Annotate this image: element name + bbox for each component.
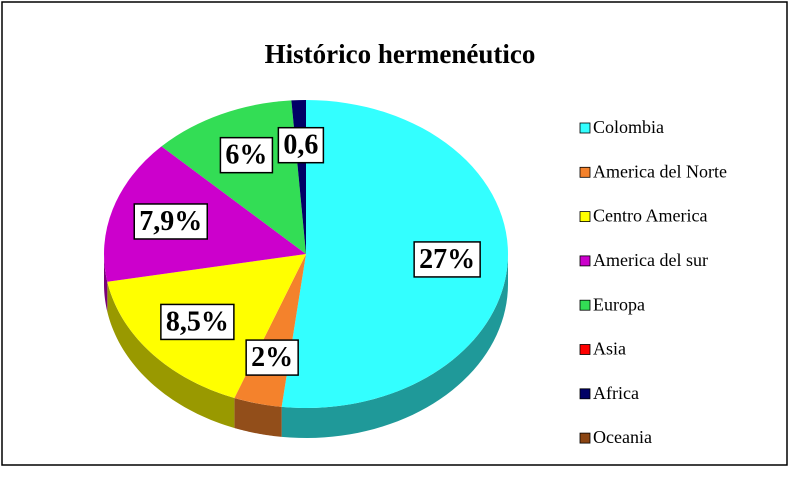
data-label-text: 6% <box>225 140 267 171</box>
data-label-text: 8,5% <box>166 306 229 337</box>
data-label-box <box>133 203 209 240</box>
legend-swatch <box>579 211 591 223</box>
data-label: 7,9% <box>133 203 209 240</box>
data-label: 6% <box>219 136 274 174</box>
legend-swatch <box>579 122 591 134</box>
data-label-text: 0,6 <box>283 130 318 161</box>
data-label: 0,6 <box>277 126 325 164</box>
legend-label: Europa <box>593 294 645 314</box>
legend-label: Colombia <box>593 117 664 137</box>
legend-label: America del sur <box>593 250 708 270</box>
data-label-text: 7,9% <box>139 206 202 237</box>
data-label-text: 27% <box>419 244 475 275</box>
slice-side <box>107 281 235 428</box>
data-label-box <box>245 339 299 376</box>
pie-slice <box>281 100 508 408</box>
slice-side <box>234 397 282 437</box>
legend-label: Oceania <box>593 427 652 447</box>
data-label-box <box>160 303 235 341</box>
legend-swatch <box>579 255 591 267</box>
chart-title: Histórico hermenéutico <box>265 39 536 69</box>
data-label-box <box>413 241 481 278</box>
legend-label: America del Norte <box>593 161 727 181</box>
legend-swatch <box>579 388 591 400</box>
slice-side <box>281 254 508 438</box>
legend-label: Africa <box>593 383 639 403</box>
legend-swatch <box>579 166 591 178</box>
data-label-box <box>219 136 274 174</box>
data-label-text: 2% <box>251 342 293 373</box>
legend-swatch <box>579 432 591 444</box>
legend-swatch <box>579 344 591 355</box>
legend-label: Centro America <box>593 206 707 226</box>
data-label: 27% <box>413 241 481 278</box>
data-label-box <box>277 126 325 164</box>
data-label: 8,5% <box>160 303 235 341</box>
slice-side <box>104 254 108 312</box>
legend-label: Asia <box>593 339 626 359</box>
legend-swatch <box>579 299 591 311</box>
data-label: 2% <box>245 339 299 376</box>
